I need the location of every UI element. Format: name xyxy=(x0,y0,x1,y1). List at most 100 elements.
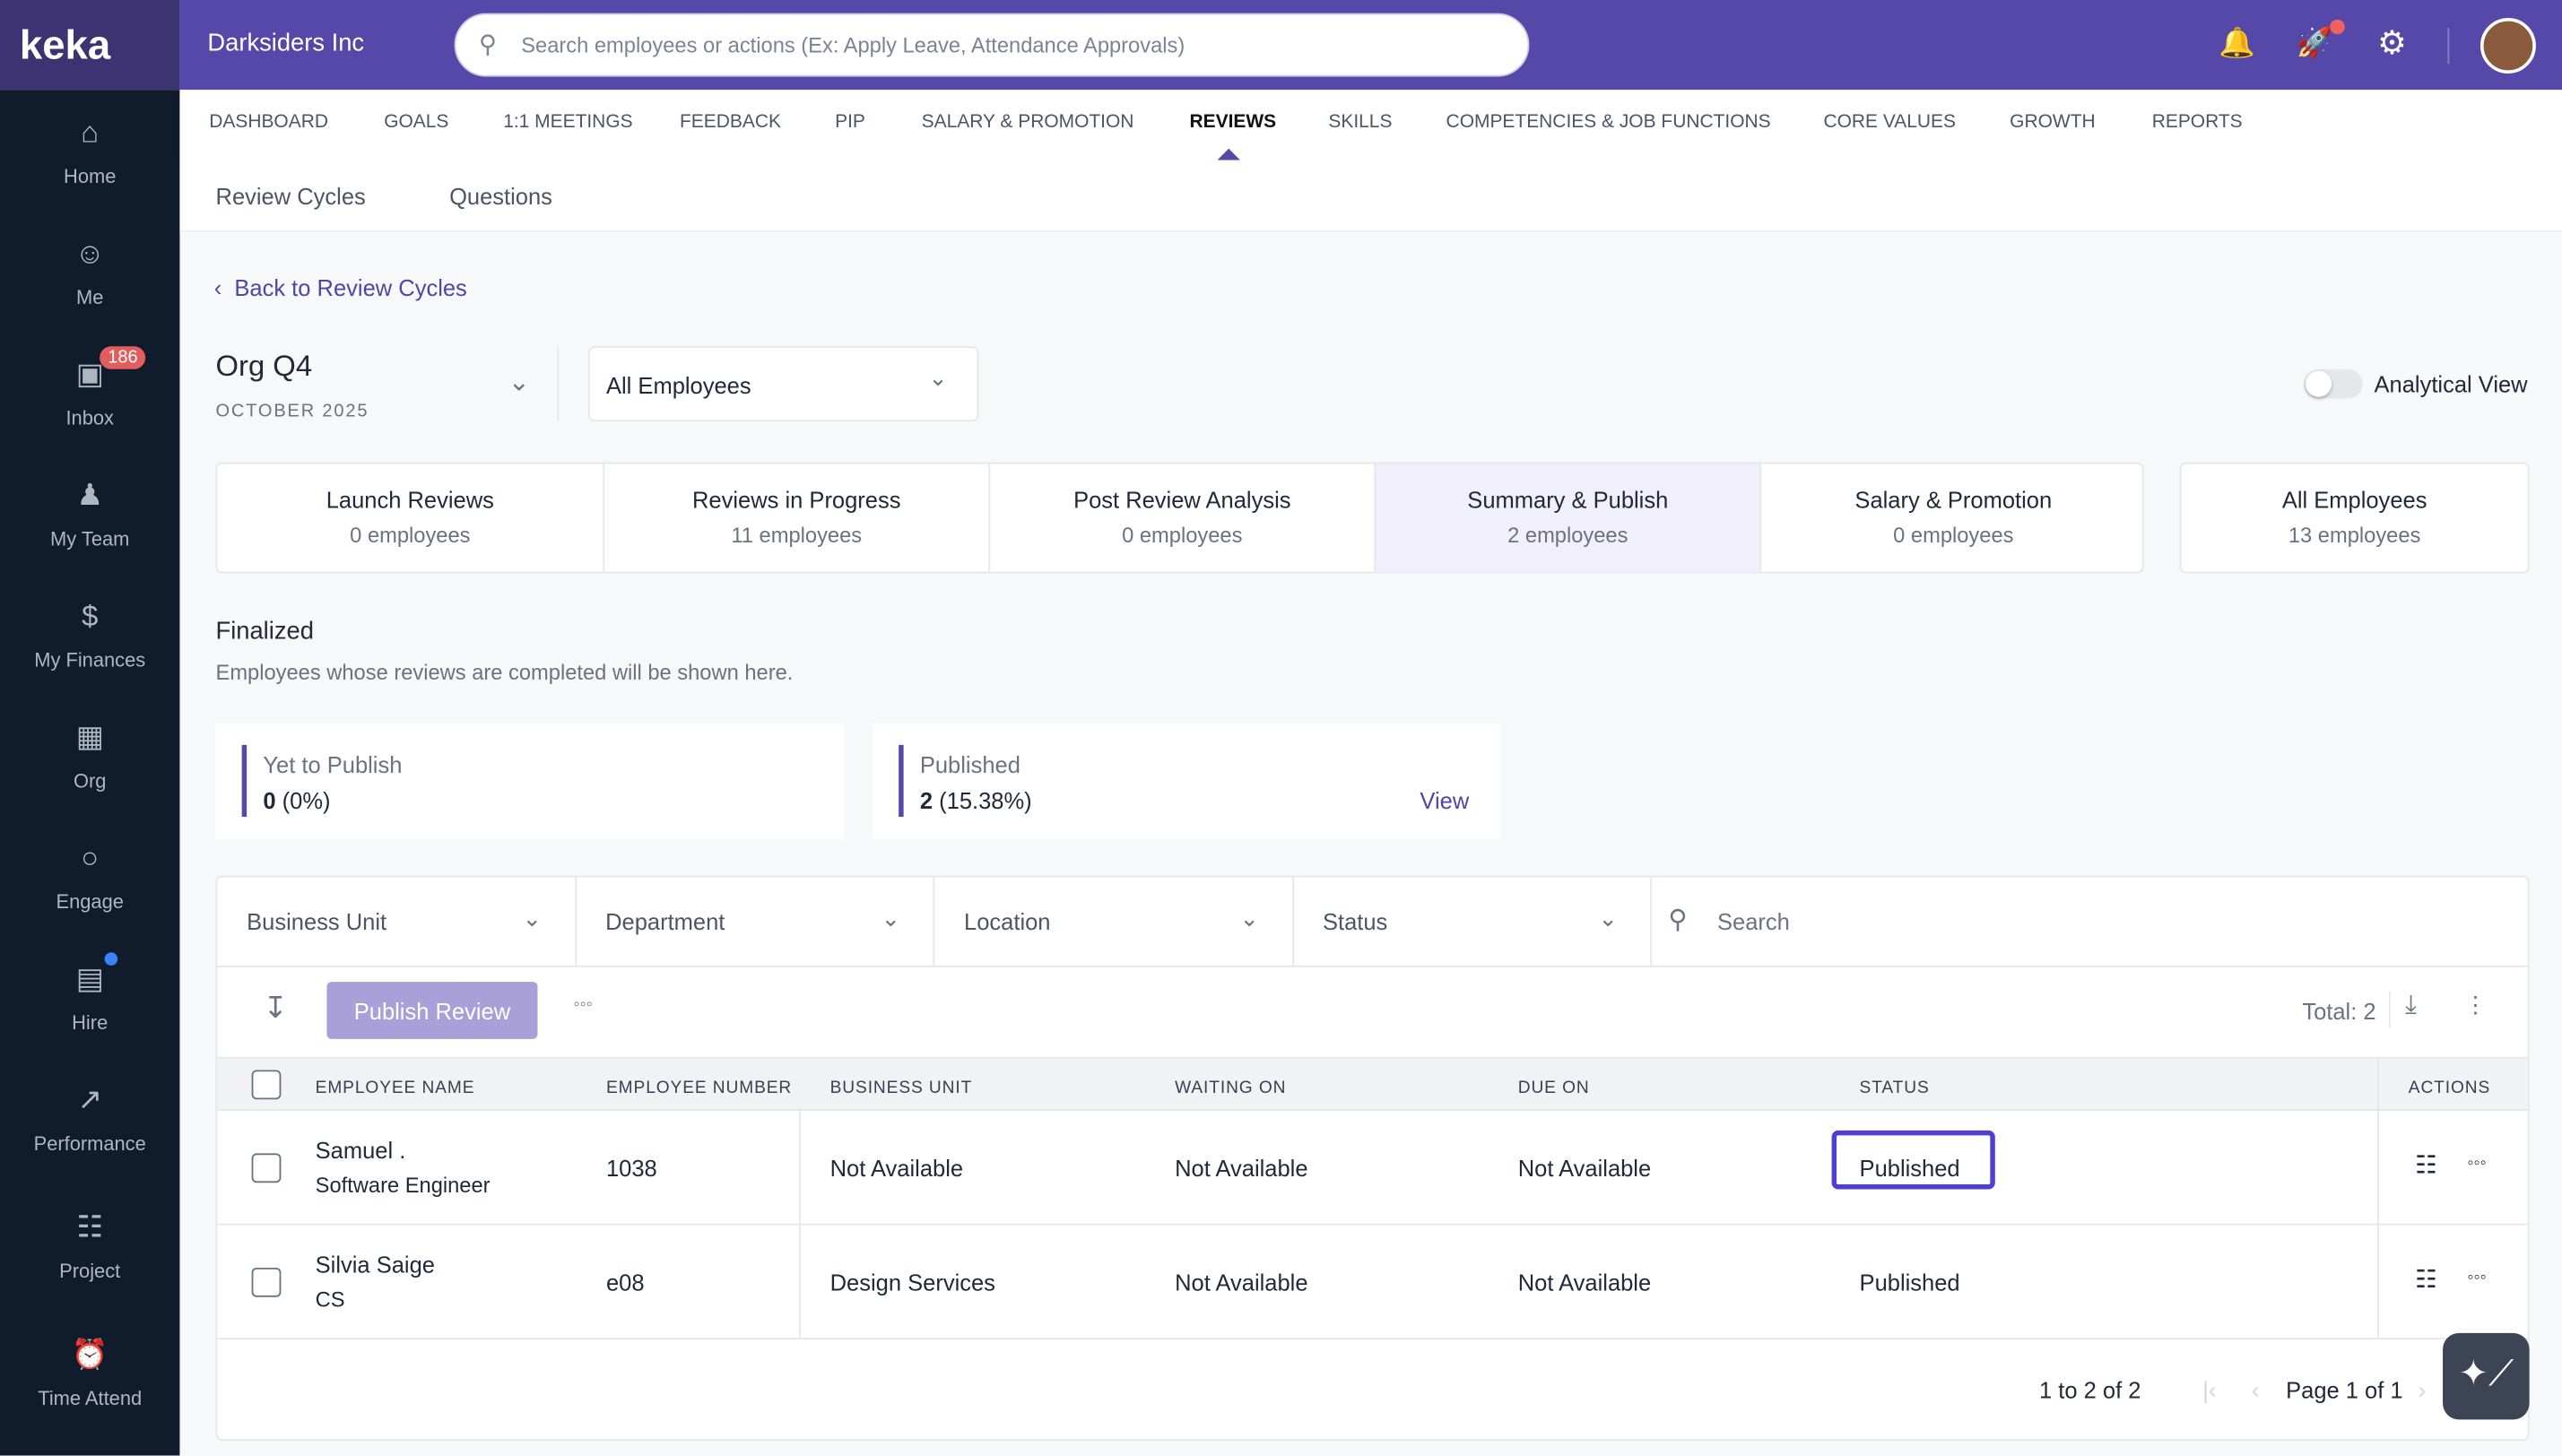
prev-page-icon[interactable]: ‹ xyxy=(2251,1377,2260,1404)
sidebar-item-performance[interactable]: ↗ Performance xyxy=(0,1083,179,1155)
keka-logo[interactable]: keka xyxy=(0,0,180,91)
subnav-review-cycles[interactable]: Review Cycles xyxy=(215,183,366,210)
subnav-questions[interactable]: Questions xyxy=(449,183,552,210)
business-unit: Design Services xyxy=(829,1269,995,1296)
analytical-view-label: Analytical View xyxy=(2374,370,2528,397)
active-tab-indicator xyxy=(1217,148,1240,160)
back-link[interactable]: ‹ Back to Review Cycles xyxy=(213,274,467,301)
chevron-down-icon: ⌄ xyxy=(522,905,543,932)
table-search-input[interactable]: ⚲ Search xyxy=(1652,877,2528,965)
employee-name-link[interactable]: Samuel . xyxy=(315,1137,406,1164)
tab-core-values[interactable]: CORE VALUES xyxy=(1823,112,1956,133)
employee-name-link[interactable]: Silvia Saige xyxy=(315,1251,435,1278)
sort-icon[interactable]: ↧ xyxy=(263,992,288,1025)
sidebar-item-my-finances[interactable]: $ My Finances xyxy=(0,600,179,672)
rocket-icon[interactable]: 🚀 xyxy=(2296,26,2332,59)
gear-icon[interactable]: ⚙ xyxy=(2377,26,2407,63)
sidebar-item-label: Org xyxy=(73,769,107,793)
employee-filter-select[interactable]: All Employees ⌄ xyxy=(587,346,979,422)
stage-summary-publish[interactable]: Summary & Publish 2 employees xyxy=(1374,464,1760,572)
tab-reviews[interactable]: REVIEWS xyxy=(1189,112,1277,133)
tab-feedback[interactable]: FEEDBACK xyxy=(679,112,781,133)
filter-label: Location xyxy=(964,908,1051,935)
waiting-on: Not Available xyxy=(1175,1155,1308,1182)
sidebar-item-hire[interactable]: ▤ Hire xyxy=(0,952,179,1034)
vertical-more-icon[interactable]: ⋮ xyxy=(2463,992,2488,1018)
tab-competencies-job-functions[interactable]: COMPETENCIES & JOB FUNCTIONS xyxy=(1446,112,1771,133)
sidebar-item-label: Time Attend xyxy=(38,1386,143,1410)
status-badge: Published xyxy=(1859,1155,1960,1182)
company-name: Darksiders Inc xyxy=(207,29,365,57)
sidebar-item-label: My Team xyxy=(50,527,130,551)
column-header: BUSINESS UNIT xyxy=(829,1078,973,1098)
sidebar-item-org[interactable]: ▦ Org xyxy=(0,721,179,793)
bell-icon[interactable]: 🔔 xyxy=(2219,26,2256,59)
page-indicator: Page 1 of 1 xyxy=(2286,1377,2403,1404)
tab-goals[interactable]: GOALS xyxy=(384,112,449,133)
sidebar-item-engage[interactable]: ○ Engage xyxy=(0,841,179,913)
sidebar-item-me[interactable]: ☺ Me xyxy=(0,237,179,308)
tab-pip[interactable]: PIP xyxy=(835,112,865,133)
tab-reports[interactable]: REPORTS xyxy=(2151,112,2243,133)
analytical-view-toggle[interactable] xyxy=(2304,368,2363,399)
stage-all-employees[interactable]: All Employees 13 employees xyxy=(2179,462,2530,574)
sidebar-item-my-team[interactable]: ♟ My Team xyxy=(0,479,179,550)
row-more-icon[interactable]: ◦◦◦ xyxy=(2467,1153,2487,1174)
more-options-icon[interactable]: ◦◦◦ xyxy=(573,994,593,1015)
employee-role: Software Engineer xyxy=(315,1173,491,1198)
tab-salary-promotion[interactable]: SALARY & PROMOTION xyxy=(921,112,1134,133)
trend-icon: ↗ xyxy=(77,1083,102,1116)
stage-title: Salary & Promotion xyxy=(1854,486,2053,514)
column-header: DUE ON xyxy=(1517,1078,1590,1098)
avatar[interactable] xyxy=(2479,18,2536,74)
select-all-checkbox[interactable] xyxy=(251,1070,282,1100)
tab-dashboard[interactable]: DASHBOARD xyxy=(209,112,328,133)
stat-percent: (15.38%) xyxy=(939,787,1032,814)
section-title: Finalized xyxy=(215,617,314,646)
stage-post-review-analysis[interactable]: Post Review Analysis 0 employees xyxy=(988,464,1374,572)
sidebar-item-label: My Finances xyxy=(34,648,146,672)
sidebar-item-label: Me xyxy=(76,285,104,309)
filter-location[interactable]: Location ⌄ xyxy=(934,877,1294,966)
tab-skills[interactable]: SKILLS xyxy=(1328,112,1393,133)
sidebar-item-label: Inbox xyxy=(65,406,114,430)
pagination-range: 1 to 2 of 2 xyxy=(2038,1377,2141,1404)
sidebar-item-home[interactable]: ⌂ Home xyxy=(0,116,179,187)
sidebar-item-time-attend[interactable]: ⏰ Time Attend xyxy=(0,1338,179,1409)
stage-launch-reviews[interactable]: Launch Reviews 0 employees xyxy=(217,464,603,571)
view-published-link[interactable]: View xyxy=(1420,787,1470,814)
row-checkbox[interactable] xyxy=(251,1153,282,1183)
next-page-icon[interactable]: › xyxy=(2418,1377,2427,1404)
tab-1-1-meetings[interactable]: 1:1 MEETINGS xyxy=(503,112,633,133)
sidebar-item-inbox[interactable]: ▣ Inbox 186 xyxy=(0,346,179,430)
row-more-icon[interactable]: ◦◦◦ xyxy=(2467,1267,2487,1287)
stage-reviews-in-progress[interactable]: Reviews in Progress 11 employees xyxy=(603,464,988,572)
search-icon: ⚲ xyxy=(478,30,497,59)
global-search-input[interactable]: ⚲ Search employees or actions (Ex: Apply … xyxy=(454,13,1530,77)
column-header: ACTIONS xyxy=(2408,1078,2491,1098)
clipboard-icon[interactable]: ☷ xyxy=(2415,1266,2437,1295)
clipboard-icon[interactable]: ☷ xyxy=(2415,1151,2437,1180)
inbox-icon: ▣ xyxy=(75,358,104,391)
home-icon: ⌂ xyxy=(81,116,100,149)
due-on: Not Available xyxy=(1517,1269,1652,1296)
employee-filter-value: All Employees xyxy=(605,372,751,399)
first-page-icon[interactable]: |‹ xyxy=(2202,1377,2217,1404)
stage-title: Reviews in Progress xyxy=(692,486,901,514)
chevron-down-icon: ⌄ xyxy=(1598,905,1618,932)
filter-department[interactable]: Department ⌄ xyxy=(576,877,935,966)
table-row: Silvia Saige CS e08 Design Services Not … xyxy=(217,1226,2528,1340)
filter-business-unit[interactable]: Business Unit ⌄ xyxy=(217,877,577,966)
publish-review-button[interactable]: Publish Review xyxy=(326,982,538,1039)
ai-magic-wand-button[interactable]: ✦⟋ xyxy=(2443,1332,2530,1420)
divider xyxy=(2388,992,2391,1028)
stage-stepper: Launch Reviews 0 employees Reviews in Prog… xyxy=(215,462,2144,574)
stage-salary-promotion[interactable]: Salary & Promotion 0 employees xyxy=(1759,464,2141,572)
tab-growth[interactable]: GROWTH xyxy=(2010,112,2096,133)
cycle-chevron-down-icon[interactable]: ⌄ xyxy=(508,368,531,397)
column-divider xyxy=(799,1111,801,1340)
download-icon[interactable]: ⤓ xyxy=(2405,992,2418,1019)
sidebar-item-project[interactable]: ☷ Project xyxy=(0,1210,179,1282)
row-checkbox[interactable] xyxy=(251,1267,282,1297)
filter-status[interactable]: Status ⌄ xyxy=(1293,877,1653,966)
